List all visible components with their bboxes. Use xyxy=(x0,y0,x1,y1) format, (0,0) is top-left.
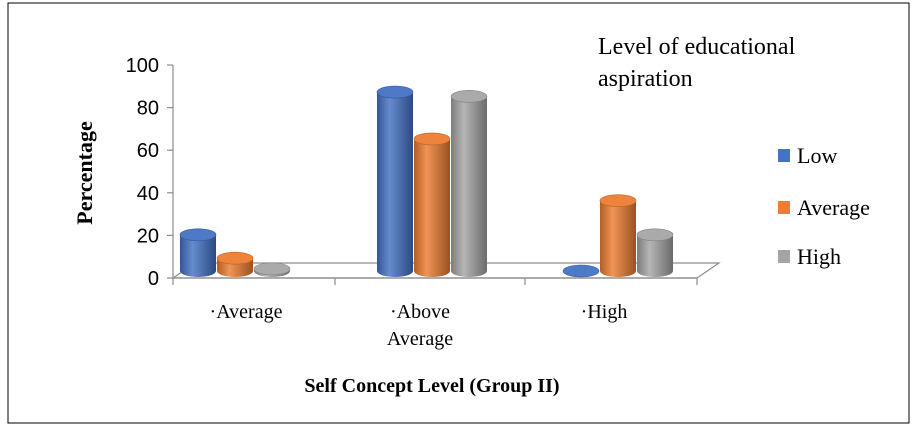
legend-swatch-low xyxy=(778,149,790,162)
y-tick-label: 40 xyxy=(137,183,159,205)
chart-title: Level of educational aspiration xyxy=(598,34,801,92)
bar-top xyxy=(253,262,291,276)
bar-high-1 xyxy=(253,262,291,277)
y-tick-label: 80 xyxy=(137,98,159,120)
y-tick-label: 20 xyxy=(137,225,159,247)
y-tick-label: 100 xyxy=(126,55,159,77)
y-tick-label: 0 xyxy=(148,268,159,290)
bar-body xyxy=(180,234,216,277)
bars xyxy=(179,85,674,278)
bar-top xyxy=(179,228,217,242)
bar-low-2 xyxy=(376,85,414,277)
bar-low-3 xyxy=(562,264,600,278)
chart-title-line-2: aspiration xyxy=(598,66,693,92)
bar-top xyxy=(636,228,674,242)
y-axis: 0 20 40 60 80 100 xyxy=(126,55,174,290)
legend-label-average: Average xyxy=(797,195,870,220)
bar-high-3 xyxy=(636,228,674,277)
legend-label-low: Low xyxy=(797,143,837,168)
bar-top xyxy=(376,85,414,99)
x-category-label: ·Average xyxy=(210,301,283,323)
x-axis-categories: ·Average ·Above Average ·High xyxy=(210,301,628,350)
bar-average-1 xyxy=(216,251,254,277)
x-category-label: ·High xyxy=(581,301,628,323)
chart-title-line-1: Level of educational xyxy=(598,34,796,60)
bar-low-1 xyxy=(179,228,217,277)
bar-top xyxy=(562,264,600,278)
y-tick-label: 60 xyxy=(137,140,159,162)
legend-label-high: High xyxy=(797,244,841,269)
bar-body xyxy=(377,92,413,277)
bar-average-2 xyxy=(413,132,451,277)
bar-body xyxy=(600,200,636,277)
legend-swatch-high xyxy=(778,250,790,263)
bar-body xyxy=(637,234,673,277)
bar-top xyxy=(413,132,451,146)
x-category-label: ·Above Average xyxy=(387,301,453,350)
bar-average-3 xyxy=(599,194,637,277)
y-axis-label: Percentage xyxy=(72,121,97,225)
legend-swatch-average xyxy=(778,201,790,214)
x-axis-label: Self Concept Level (Group II) xyxy=(304,375,559,397)
bar-top xyxy=(216,251,254,265)
legend: Low Average High xyxy=(778,143,870,269)
bar-top xyxy=(599,194,637,208)
bar-body xyxy=(451,96,487,277)
bar-high-2 xyxy=(450,90,488,277)
bar-top xyxy=(450,90,488,103)
bar-body xyxy=(414,138,450,277)
